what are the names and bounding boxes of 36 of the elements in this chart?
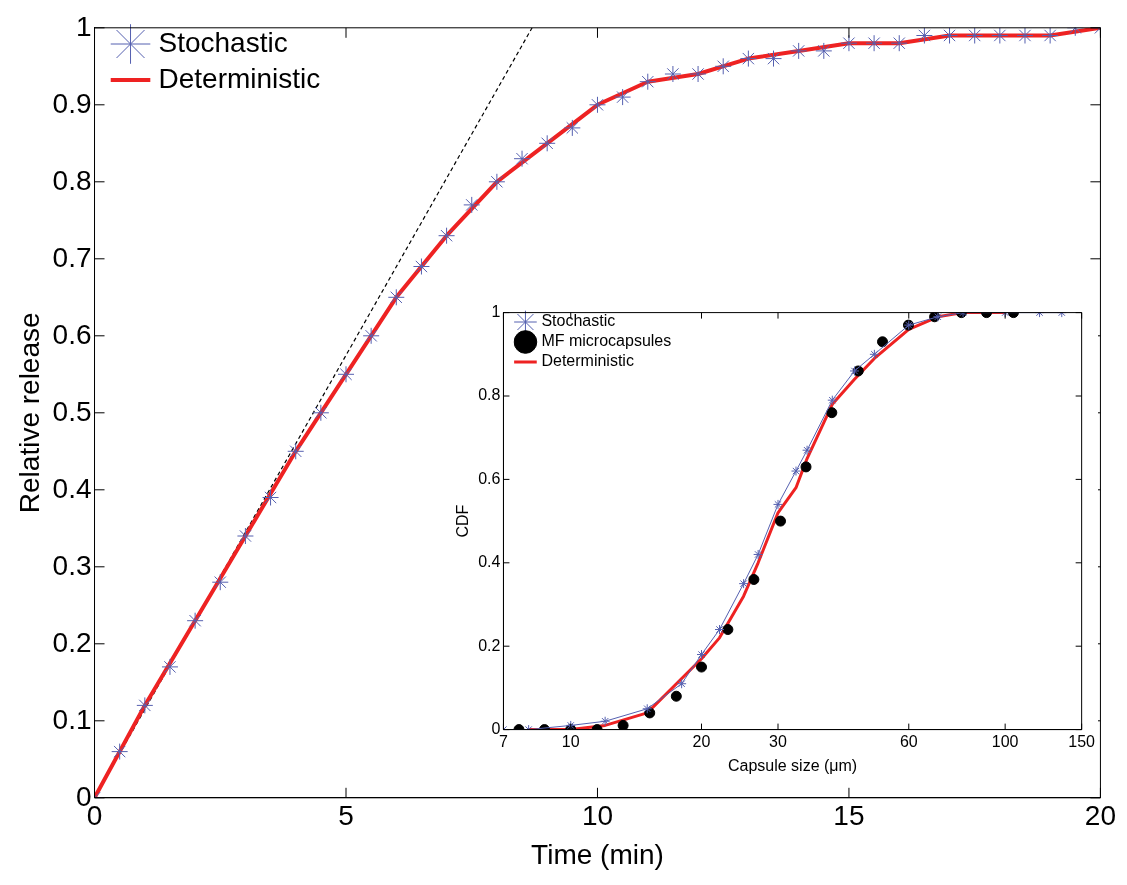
y-tick-label: 0.4 (478, 553, 501, 571)
y-tick-label: 0.2 (52, 626, 92, 658)
x-tick-label: 30 (769, 732, 788, 750)
x-tick-label: 10 (561, 732, 580, 750)
x-tick-label: 15 (833, 800, 865, 832)
y-tick-label: 0.8 (478, 386, 501, 404)
x-tick-label: 20 (692, 732, 711, 750)
y-tick-label: 0.1 (52, 703, 92, 735)
x-tick-label: 5 (338, 800, 354, 832)
y-tick-label: 0.8 (52, 164, 92, 196)
y-tick-label: 0.3 (52, 549, 92, 581)
x-tick-label: 100 (991, 732, 1019, 750)
y-tick-label: 0.2 (478, 636, 501, 654)
x-tick-label: 150 (1068, 732, 1096, 750)
legend-label: Stochastic (158, 26, 288, 58)
y-tick-label: 0.5 (52, 395, 92, 427)
y-axis-title: Relative release (13, 312, 45, 514)
x-axis-title: Time (min) (531, 838, 664, 870)
y-tick-label: 0.7 (52, 241, 92, 273)
y-tick-label: 0.4 (52, 472, 92, 504)
y-tick-label: 0 (491, 720, 501, 738)
y-axis-title: CDF (454, 504, 472, 538)
y-tick-label: 0.9 (52, 87, 92, 119)
x-tick-label: 7 (498, 732, 508, 750)
y-tick-label: 0.6 (478, 469, 501, 487)
x-tick-label: 20 (1084, 800, 1117, 832)
legend-label: MF microcapsules (541, 332, 672, 350)
y-tick-label: 0.6 (52, 318, 92, 350)
y-tick-label: 1 (75, 10, 92, 42)
x-tick-label: 10 (581, 800, 614, 832)
y-tick-label: 1 (491, 303, 501, 321)
x-axis-title: Capsule size (μm) (727, 756, 858, 774)
legend-label: Deterministic (541, 352, 634, 370)
x-tick-label: 60 (899, 732, 918, 750)
legend-label: Deterministic (158, 62, 321, 94)
legend-label: Stochastic (541, 312, 616, 330)
